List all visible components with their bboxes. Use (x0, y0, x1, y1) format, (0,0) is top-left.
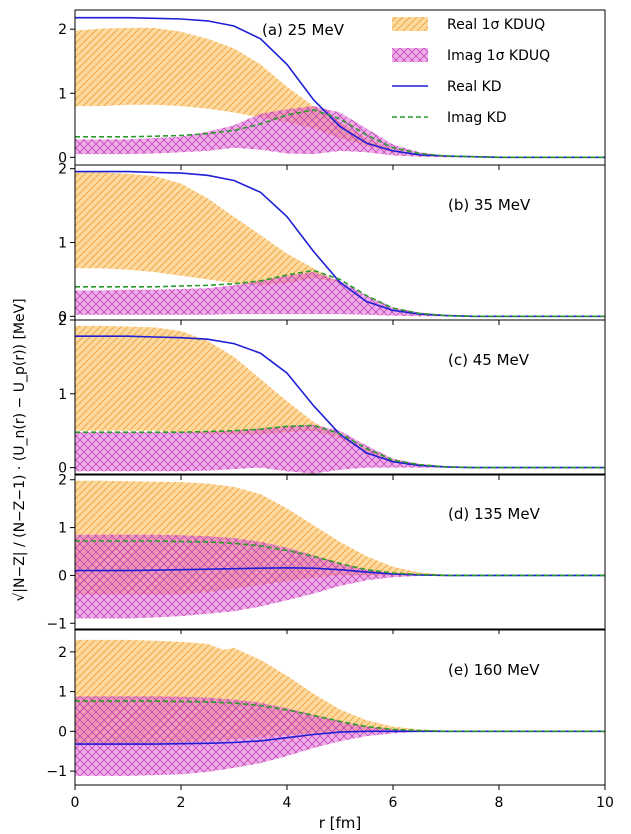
legend-entry: Real KD (392, 79, 502, 95)
panel-frame (74, 629, 606, 786)
y-tick-label: 2 (58, 645, 67, 661)
x-tick-label: 4 (283, 795, 292, 811)
imag-band-hatch (75, 106, 605, 158)
panel-frame (74, 473, 606, 630)
plot-area (75, 639, 605, 776)
real-kd-line (75, 335, 605, 469)
legend-entry: Imag 1σ KDUQ (392, 48, 550, 64)
plot-area (75, 16, 605, 159)
imag-kd-line (75, 540, 605, 577)
legend: Real 1σ KDUQ Imag 1σ KDUQ Real KD Imag KD (392, 17, 550, 126)
real-kd-line (75, 730, 605, 745)
panel-label: (c) 45 MeV (448, 351, 530, 369)
legend-label: Imag 1σ KDUQ (447, 48, 550, 64)
panel-label: (d) 135 MeV (448, 505, 541, 523)
legend-swatch-hatch (392, 17, 428, 31)
y-tick-label: 1 (58, 387, 67, 403)
plot-area (75, 325, 605, 474)
panel-4: −1 0 1 2 (d) 135 MeV (46, 473, 606, 634)
legend-swatch-hatch (392, 48, 428, 62)
x-tick-label: 8 (495, 795, 504, 811)
y-axis-label: √|N−Z| / (N−Z−1) · (U_n(r) − U_p(r)) [Me… (12, 298, 28, 601)
panel-label: (b) 35 MeV (448, 196, 531, 214)
y-tick-label: 2 (58, 473, 67, 489)
y-tick-label: 1 (58, 685, 67, 701)
panel-label: (a) 25 MeV (262, 21, 345, 39)
legend-label: Real 1σ KDUQ (447, 17, 545, 33)
plot-area (75, 170, 605, 318)
y-tick-label: 0 (58, 568, 67, 584)
x-tick-label: 0 (71, 795, 80, 811)
y-tick-label: 2 (58, 313, 67, 329)
x-tick-label: 2 (177, 795, 186, 811)
x-axis-label: r [fm] (319, 814, 362, 832)
imag-band-hatch (75, 696, 605, 776)
imag-band-hatch (75, 424, 605, 474)
panel-3: 0 1 2 (c) 45 MeV (58, 313, 606, 480)
y-tick-label: 1 (58, 86, 67, 102)
y-tick-label: 2 (58, 162, 67, 178)
y-tick-label: 1 (58, 236, 67, 252)
legend-entry: Imag KD (392, 110, 507, 126)
panel-1: 0 1 2 (a) 25 MeV (58, 9, 606, 170)
imag-band-hatch (75, 272, 605, 317)
legend-entry: Real 1σ KDUQ (392, 17, 545, 33)
legend-label: Real KD (447, 79, 502, 95)
legend-label: Imag KD (447, 110, 507, 126)
real-band-hatch (75, 172, 605, 317)
panel-label: (e) 160 MeV (448, 661, 540, 679)
panel-2: 0 1 2 (b) 35 MeV (58, 162, 606, 325)
x-tick-label: 10 (596, 795, 614, 811)
y-tick-label: 0 (58, 150, 67, 166)
y-tick-label: −1 (46, 764, 67, 780)
y-tick-label: 2 (58, 22, 67, 38)
imag-band-hatch (75, 534, 605, 619)
panel-frame (74, 319, 606, 476)
imag-kd-line (75, 269, 605, 318)
plot-area (75, 480, 605, 619)
y-tick-label: 0 (58, 724, 67, 740)
y-tick-label: 0 (58, 461, 67, 477)
real-band-hatch (75, 27, 605, 158)
y-tick-label: 0 (58, 309, 67, 325)
y-tick-label: −1 (46, 616, 67, 632)
imag-kd-line (75, 109, 605, 159)
x-tick-label: 6 (389, 795, 398, 811)
y-tick-label: 1 (58, 521, 67, 537)
